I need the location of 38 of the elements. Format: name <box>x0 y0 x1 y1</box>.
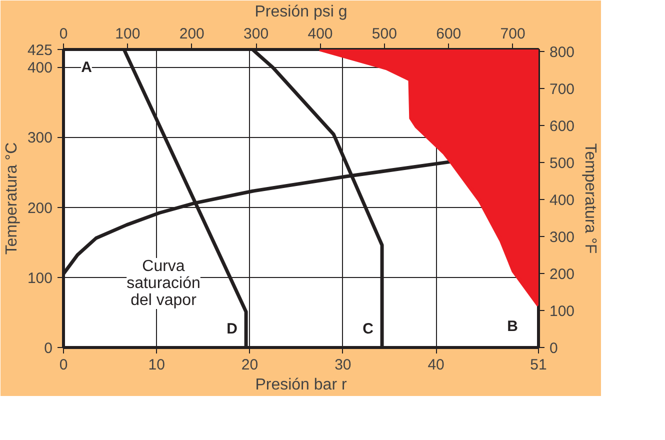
y-tick-label: 425 <box>27 42 53 59</box>
annotation: A <box>81 59 92 76</box>
y2-axis-title: Temperatura °F <box>582 143 599 254</box>
y-tick-label: 200 <box>27 200 53 217</box>
x2-tick-label: 100 <box>115 26 140 42</box>
x2-tick-label: 400 <box>308 26 333 42</box>
x-tick-label: 0 <box>59 356 68 374</box>
annotation: B <box>507 318 518 335</box>
y2-tick-label: 400 <box>550 192 575 209</box>
x-tick-label: 40 <box>428 356 444 374</box>
x-tick-label: 30 <box>334 356 352 374</box>
x2-axis-title: Presión psi g <box>254 4 348 20</box>
x-tick-label: 20 <box>241 356 258 374</box>
x2-tick-label: 300 <box>244 26 269 42</box>
y2-tick-label: 600 <box>550 118 575 135</box>
x2-tick-label: 200 <box>179 26 204 42</box>
x2-tick-label: 500 <box>372 26 397 42</box>
y2-tick-label: 200 <box>550 266 575 283</box>
x2-tick-label: 600 <box>436 26 462 42</box>
y-tick-label: 300 <box>27 130 53 147</box>
x2-tick-label: 700 <box>500 26 526 42</box>
annotation: Curva saturación del vapor <box>126 258 200 309</box>
y2-tick-label: 100 <box>550 302 575 320</box>
y2-tick-label: 700 <box>550 80 575 98</box>
y-axis-title: Temperatura °C <box>3 142 20 255</box>
y2-tick-label: 300 <box>550 228 575 246</box>
y2-tick-label: 500 <box>550 154 575 172</box>
series-label: D <box>226 320 238 338</box>
y-tick-label: 100 <box>27 270 53 287</box>
y2-tick-label: 0 <box>550 340 558 357</box>
x-tick-label: 10 <box>148 356 165 374</box>
series-label: C <box>362 320 374 338</box>
y-tick-label: 400 <box>27 60 53 77</box>
x2-tick-label: 0 <box>59 26 68 42</box>
y-tick-label: 0 <box>44 340 52 357</box>
x-tick-label: 51 <box>530 356 547 374</box>
y2-tick-label: 800 <box>550 44 575 61</box>
x-axis-title: Presión bar r <box>255 376 348 394</box>
